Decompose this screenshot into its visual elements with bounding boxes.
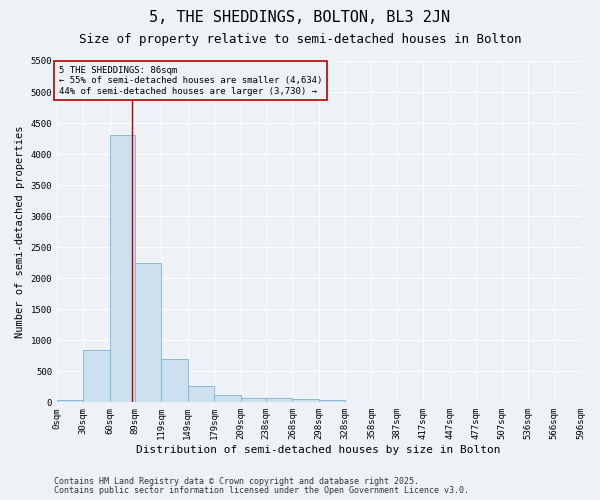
Text: 5, THE SHEDDINGS, BOLTON, BL3 2JN: 5, THE SHEDDINGS, BOLTON, BL3 2JN [149,10,451,25]
Bar [110,136,135,402]
Bar [319,400,345,402]
Bar [57,400,83,402]
Bar [266,398,292,402]
Bar [83,350,110,403]
Y-axis label: Number of semi-detached properties: Number of semi-detached properties [15,126,25,338]
Text: Contains public sector information licensed under the Open Government Licence v3: Contains public sector information licen… [54,486,469,495]
Bar [241,398,266,402]
X-axis label: Distribution of semi-detached houses by size in Bolton: Distribution of semi-detached houses by … [136,445,501,455]
Text: Size of property relative to semi-detached houses in Bolton: Size of property relative to semi-detach… [79,32,521,46]
Bar [161,359,188,403]
Text: 5 THE SHEDDINGS: 86sqm
← 55% of semi-detached houses are smaller (4,634)
44% of : 5 THE SHEDDINGS: 86sqm ← 55% of semi-det… [59,66,322,96]
Text: Contains HM Land Registry data © Crown copyright and database right 2025.: Contains HM Land Registry data © Crown c… [54,477,419,486]
Bar [188,386,214,402]
Bar [135,262,161,402]
Bar [292,399,319,402]
Bar [214,395,241,402]
